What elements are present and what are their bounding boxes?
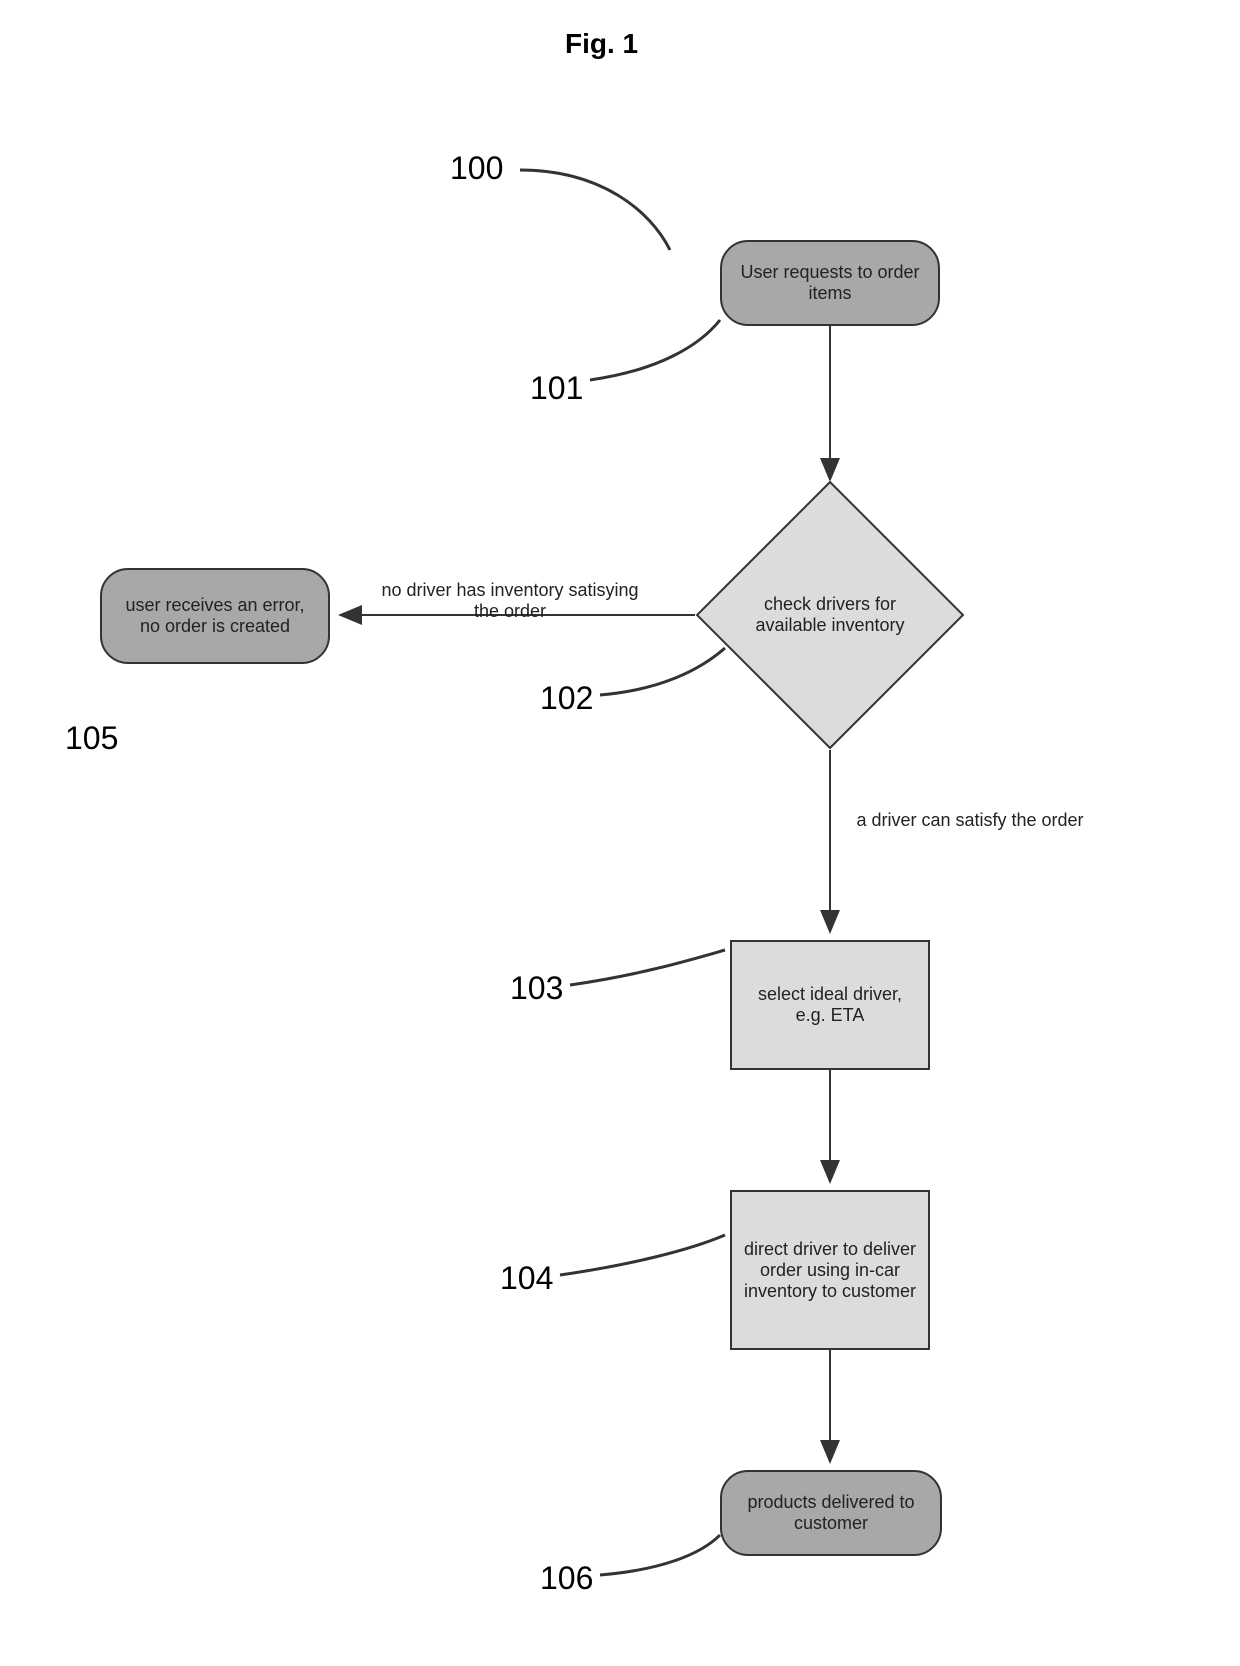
callout-c102 <box>600 648 725 695</box>
figure-title: Fig. 1 <box>565 28 638 60</box>
ref-label-100: 100 <box>450 150 503 187</box>
node-error: user receives an error, no order is crea… <box>100 568 330 664</box>
node-user-requests: User requests to order items <box>720 240 940 326</box>
callout-c103 <box>570 950 725 985</box>
ref-label-101: 101 <box>530 370 583 407</box>
edge-label-can-satisfy: a driver can satisfy the order <box>840 810 1100 831</box>
node-text: select ideal driver, e.g. ETA <box>742 984 918 1026</box>
node-text: products delivered to customer <box>734 1492 928 1534</box>
flowchart-overlay <box>0 0 1240 1666</box>
edge-label-no-inventory: no driver has inventory satisying the or… <box>370 580 650 622</box>
callout-c101 <box>590 320 720 380</box>
callout-c100 <box>520 170 670 250</box>
node-text: direct driver to deliver order using in-… <box>742 1239 918 1302</box>
callout-c106 <box>600 1535 720 1575</box>
ref-label-104: 104 <box>500 1260 553 1297</box>
ref-label-105: 105 <box>65 720 118 757</box>
ref-label-102: 102 <box>540 680 593 717</box>
node-select-driver: select ideal driver, e.g. ETA <box>730 940 930 1070</box>
node-check-inventory: check drivers for available inventory <box>696 481 965 750</box>
node-direct-driver: direct driver to deliver order using in-… <box>730 1190 930 1350</box>
ref-label-103: 103 <box>510 970 563 1007</box>
node-text: check drivers for available inventory <box>755 594 904 635</box>
node-text: user receives an error, no order is crea… <box>114 595 316 637</box>
callout-c104 <box>560 1235 725 1275</box>
node-delivered: products delivered to customer <box>720 1470 942 1556</box>
ref-label-106: 106 <box>540 1560 593 1597</box>
node-text: User requests to order items <box>734 262 926 304</box>
